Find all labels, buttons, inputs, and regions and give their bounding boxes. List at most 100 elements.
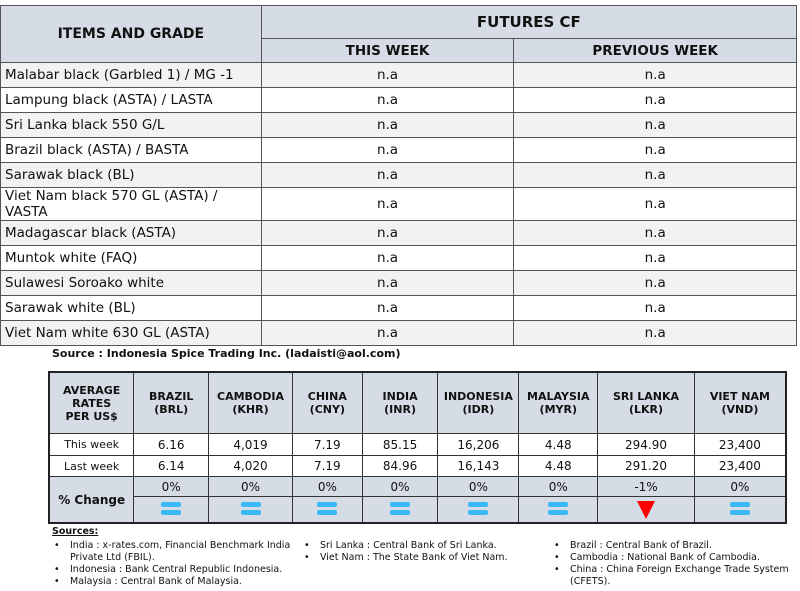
currency-header: VIET NAM (VND) [693,371,787,434]
source-item: China : China Foreign Exchange Trade Sys… [552,564,792,588]
last-week-rate: 4,020 [208,455,293,477]
trend-cell [291,496,363,524]
this-week-rate: 294.90 [597,433,695,456]
last-week-rate: 4.48 [518,455,599,477]
this-week-rate: 23,400 [693,433,787,456]
source-item: Sri Lanka : Central Bank of Sri Lanka. [302,540,532,552]
this-week-value: n.a [260,220,515,246]
percent-change: 0% [361,476,439,497]
equal-icon [548,499,569,518]
item-name: Sarawak black (BL) [0,162,262,188]
down-arrow-icon [637,500,655,519]
percent-change: 0% [133,476,210,497]
futures-header: FUTURES CF [260,5,798,39]
futures-row: Sarawak black (BL) n.a n.a [0,162,797,188]
futures-row: Sri Lanka black 550 G/L n.a n.a [0,112,797,138]
this-week-rate: 6.16 [133,433,210,456]
this-week-value: n.a [260,112,515,138]
this-week-rate: 7.19 [291,433,363,456]
item-name: Lampung black (ASTA) / LASTA [0,87,262,113]
percent-change: 0% [208,476,293,497]
last-week-rate: 84.96 [361,455,439,477]
futures-row: Viet Nam black 570 GL (ASTA) / VASTA n.a n… [0,187,797,221]
last-week-rate: 7.19 [291,455,363,477]
percent-change: 0% [437,476,520,497]
percent-change: 0% [291,476,363,497]
item-name: Sulawesi Soroako white [0,270,262,296]
this-week-value: n.a [260,245,515,271]
average-rates-header: AVERAGE RATES PER US$ [48,371,135,434]
this-week-value: n.a [260,270,515,296]
this-week-rate: 16,206 [437,433,520,456]
this-week-rate: 4,019 [208,433,293,456]
percent-change: 0% [518,476,599,497]
currency-header: BRAZIL (BRL) [133,371,210,434]
this-week-rate: 4.48 [518,433,599,456]
this-week-value: n.a [260,295,515,321]
last-week-rate: 16,143 [437,455,520,477]
futures-row: Brazil black (ASTA) / BASTA n.a n.a [0,137,797,163]
this-week-value: n.a [260,320,515,346]
futures-row: Sarawak white (BL) n.a n.a [0,295,797,321]
item-name: Muntok white (FAQ) [0,245,262,271]
trend-cell [437,496,520,524]
item-name: Viet Nam black 570 GL (ASTA) / VASTA [0,187,262,221]
this-week-rate: 85.15 [361,433,439,456]
this-week-value: n.a [260,162,515,188]
trend-cell [208,496,293,524]
items-header: ITEMS AND GRADE [0,5,262,63]
sources-title: Sources: [52,526,99,537]
this-week-value: n.a [260,187,515,221]
previous-week-value: n.a [513,245,797,271]
previous-week-value: n.a [513,187,797,221]
equal-icon [317,499,338,518]
currency-header: MALAYSIA (MYR) [518,371,599,434]
item-name: Sarawak white (BL) [0,295,262,321]
source-item: Indonesia : Bank Central Republic Indone… [52,564,292,576]
last-week-rate: 6.14 [133,455,210,477]
currency-header: CAMBODIA (KHR) [208,371,293,434]
percent-change: 0% [693,476,787,497]
futures-table: ITEMS AND GRADE FUTURES CF THIS WEEK PRE… [0,5,798,346]
exchange-rates-table: AVERAGE RATES PER US$ BRAZIL (BRL) CAMBODIA (K… [48,371,787,524]
item-name: Malabar black (Garbled 1) / MG -1 [0,62,262,88]
this-week-value: n.a [260,87,515,113]
last-week-rate: 291.20 [597,455,695,477]
this-week-header: THIS WEEK [260,38,515,63]
previous-week-value: n.a [513,295,797,321]
trend-cell [518,496,599,524]
previous-week-header: PREVIOUS WEEK [513,38,797,63]
currency-header: SRI LANKA (LKR) [597,371,695,434]
futures-row: Lampung black (ASTA) / LASTA n.a n.a [0,87,797,113]
sources-notes: Sources: India : x-rates.com, Financial … [52,526,792,588]
last-week-label: Last week [48,455,135,477]
currency-header: INDIA (INR) [361,371,439,434]
source-item: Malaysia : Central Bank of Malaysia. [52,576,292,588]
this-week-value: n.a [260,62,515,88]
change-label: % Change [48,476,135,524]
futures-row: Sulawesi Soroako white n.a n.a [0,270,797,296]
previous-week-value: n.a [513,270,797,296]
previous-week-value: n.a [513,87,797,113]
trend-cell [133,496,210,524]
futures-row: Malabar black (Garbled 1) / MG -1 n.a n.a [0,62,797,88]
futures-row: Muntok white (FAQ) n.a n.a [0,245,797,271]
currency-header: INDONESIA (IDR) [437,371,520,434]
source-note: Source : Indonesia Spice Trading Inc. (l… [52,347,401,360]
previous-week-value: n.a [513,220,797,246]
item-name: Madagascar black (ASTA) [0,220,262,246]
trend-cell [693,496,787,524]
equal-icon [729,499,750,518]
previous-week-value: n.a [513,320,797,346]
item-name: Viet Nam white 630 GL (ASTA) [0,320,262,346]
previous-week-value: n.a [513,62,797,88]
futures-row: Viet Nam white 630 GL (ASTA) n.a n.a [0,320,797,346]
equal-icon [240,499,261,518]
equal-icon [390,499,411,518]
equal-icon [161,499,182,518]
currency-header: CHINA (CNY) [291,371,363,434]
last-week-rate: 23,400 [693,455,787,477]
source-item: Cambodia : National Bank of Cambodia. [552,552,792,564]
trend-cell [597,496,695,524]
source-item: Viet Nam : The State Bank of Viet Nam. [302,552,532,564]
